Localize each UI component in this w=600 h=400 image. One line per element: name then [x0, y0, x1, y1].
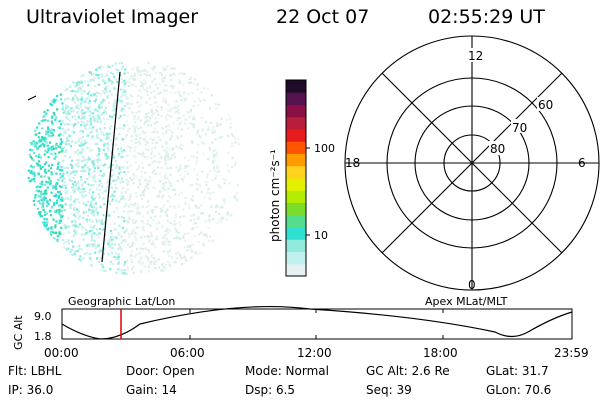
filter-readout: Flt: LBHL	[8, 364, 62, 378]
mlt-label-6: 6	[578, 156, 586, 170]
glat-readout: GLat: 31.7	[486, 364, 549, 378]
colorbar-cell	[286, 263, 306, 277]
apex-caption: Apex MLat/MLT	[425, 295, 508, 308]
orbit-x-tick-1800: 18:00	[423, 346, 458, 360]
mlt-label-12: 12	[468, 49, 483, 63]
colorbar-cell	[286, 190, 306, 203]
orbit-altitude-curve	[61, 305, 573, 340]
colorbar-cell	[286, 214, 306, 228]
seq-readout: Seq: 39	[366, 383, 412, 397]
mlt-label-0: 0	[468, 278, 476, 292]
dsp-readout: Dsp: 6.5	[245, 383, 296, 397]
colorbar-cell	[286, 116, 306, 130]
colorbar-cell	[286, 129, 306, 142]
orbit-x-tick-2359: 23:59	[554, 346, 589, 360]
geo-caption: Geographic Lat/Lon	[68, 295, 175, 308]
colorbar-cell	[286, 202, 306, 216]
colorbar-tick-100: 100	[314, 142, 335, 155]
colorbar-cell	[286, 239, 306, 252]
lat-label-60: 60	[538, 98, 553, 112]
door-readout: Door: Open	[126, 364, 195, 378]
orbit-y-tick-top: 9.0	[34, 310, 52, 323]
colorbar-cell	[286, 80, 306, 93]
lat-label-70: 70	[512, 121, 527, 135]
colorbar-cell	[286, 104, 306, 118]
orbit-x-tick-0000: 00:00	[44, 346, 79, 360]
colorbar: 100 10 photon cm⁻²s⁻¹	[268, 79, 335, 277]
colorbar-cell	[286, 153, 306, 167]
orbit-y-tick-bottom: 1.8	[34, 330, 52, 343]
glon-readout: GLon: 70.6	[486, 383, 552, 397]
colorbar-cell	[286, 141, 306, 154]
time-label: 02:55:29 UT	[428, 6, 545, 28]
colorbar-cell	[286, 227, 306, 240]
colorbar-cell	[286, 165, 306, 179]
app-title: Ultraviolet Imager	[26, 6, 199, 28]
mode-readout: Mode: Normal	[245, 364, 329, 378]
orientation-mark	[27, 95, 37, 101]
polar-grid	[344, 35, 600, 291]
mlt-label-18: 18	[345, 156, 360, 170]
gain-readout: Gain: 14	[126, 383, 177, 397]
colorbar-cell	[286, 178, 306, 191]
date-label: 22 Oct 07	[276, 6, 370, 28]
colorbar-cell	[286, 92, 306, 105]
colorbar-tick-10: 10	[314, 229, 328, 242]
gc-alt-readout: GC Alt: 2.6 Re	[366, 364, 450, 378]
orbit-y-axis-label: GC Alt	[12, 315, 25, 350]
uv-image-disk	[27, 61, 243, 276]
lat-label-80: 80	[490, 142, 505, 156]
terminator-line	[101, 71, 121, 263]
orbit-panel: Geographic Lat/Lon Apex MLat/MLT GC Alt …	[12, 295, 589, 360]
orbit-x-tick-0600: 06:00	[170, 346, 205, 360]
ip-readout: IP: 36.0	[8, 383, 54, 397]
colorbar-cell	[286, 251, 306, 265]
colorbar-unit-label: photon cm⁻²s⁻¹	[268, 149, 282, 242]
orbit-x-tick-1200: 12:00	[297, 346, 332, 360]
